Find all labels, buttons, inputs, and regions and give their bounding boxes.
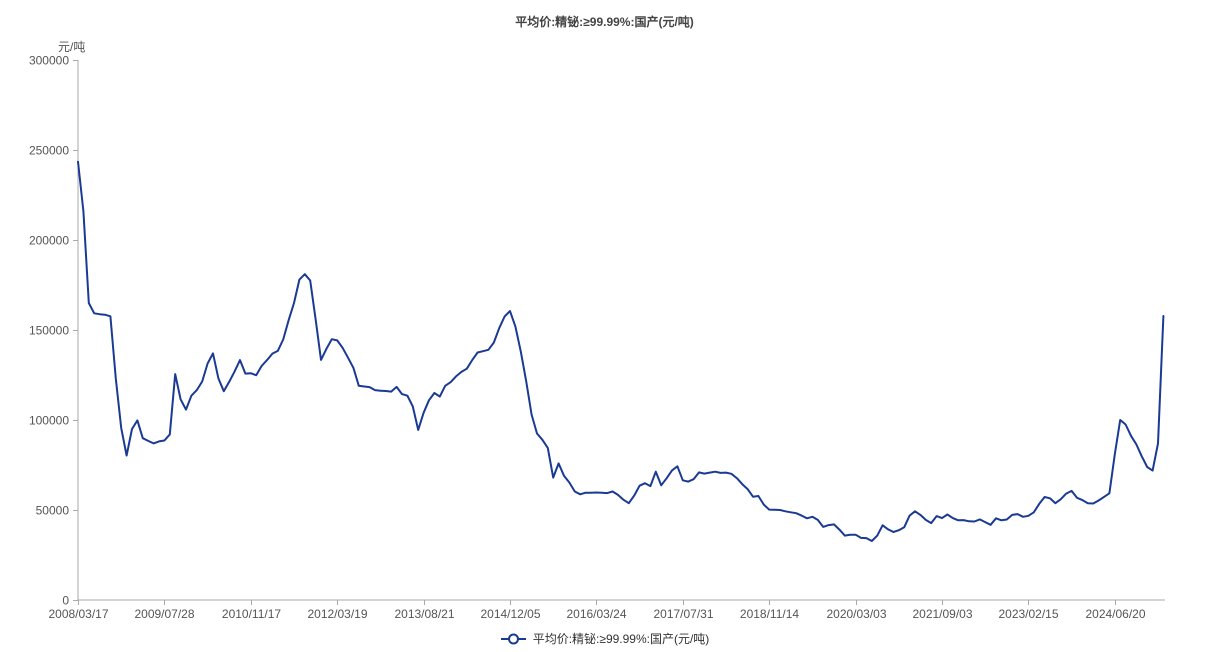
price-series-line [77,160,1165,542]
y-axis-tick-label: 50000 [36,504,70,518]
x-axis-tick-label: 2010/11/17 [222,607,281,621]
y-axis-tick-label: 250000 [29,144,69,158]
x-axis-tick-label: 2009/07/28 [134,607,194,621]
x-axis-tick-label: 2021/09/03 [912,607,972,621]
y-axis-tick-label: 0 [62,594,69,608]
y-axis-unit-label: 元/吨 [58,40,86,54]
x-axis-tick-label: 2016/03/24 [566,607,626,621]
legend-line-marker-icon [500,633,526,645]
legend-label: 平均价:精铋:≥99.99%:国产(元/吨) [532,632,710,646]
y-axis-tick-label: 100000 [29,414,69,428]
y-axis-tick-label: 200000 [29,234,69,248]
x-axis-tick-label: 2014/12/05 [480,607,540,621]
x-axis-tick-label: 2020/03/03 [826,607,886,621]
y-axis-tick-label: 150000 [29,324,69,338]
y-axis-tick-label: 300000 [29,54,69,68]
x-axis-tick-label: 2024/06/20 [1085,607,1145,621]
x-axis-tick-label: 2008/03/17 [48,607,108,621]
chart-title: 平均价:精铋:≥99.99%:国产(元/吨) [515,15,694,29]
x-axis-tick-label: 2017/07/31 [653,607,713,621]
x-axis-tick-label: 2013/08/21 [394,607,454,621]
x-axis-tick-label: 2012/03/19 [307,607,367,621]
x-axis-tick-label: 2023/02/15 [998,607,1058,621]
x-axis-tick-label: 2018/11/14 [740,607,799,621]
legend-item[interactable]: 平均价:精铋:≥99.99%:国产(元/吨) [0,632,1209,646]
